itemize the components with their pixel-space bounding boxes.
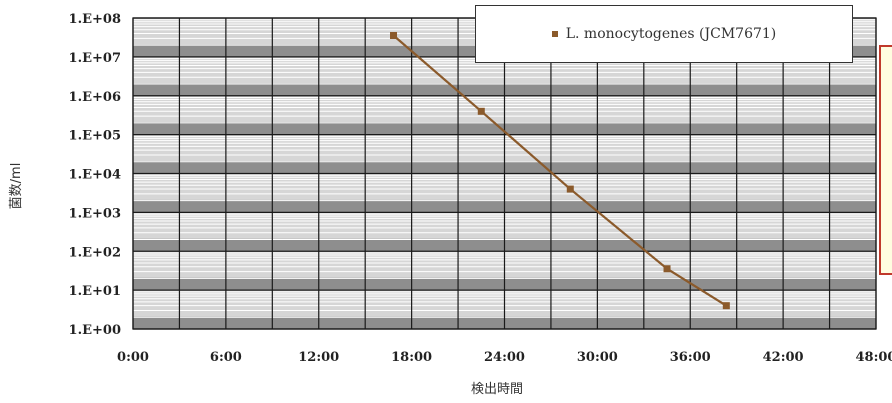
data-point — [477, 107, 485, 115]
legend-marker-icon — [551, 31, 558, 37]
y-tick-label: 1.E+04 — [69, 168, 121, 183]
plot-area — [132, 17, 877, 330]
x-tick-label: 0:00 — [117, 350, 149, 365]
legend-series-label: L. monocytogenes (JCM7671) — [565, 26, 777, 42]
y-tick-label: 1.E+07 — [69, 51, 121, 66]
series-layer — [390, 31, 730, 310]
x-axis-ticks: 0:00 6:00 12:00 18:00 24:00 30:00 36:00 42:00 48… — [117, 350, 892, 365]
y-tick-label: 1.E+02 — [69, 245, 121, 260]
data-point — [663, 265, 671, 273]
x-tick-label: 12:00 — [298, 350, 339, 365]
y-tick-label: 1.E+05 — [69, 129, 121, 144]
y-tick-label: 1.E+03 — [69, 206, 121, 221]
note-box — [879, 45, 892, 275]
x-tick-label: 18:00 — [391, 350, 432, 365]
x-tick-label: 30:00 — [577, 350, 618, 365]
y-axis-ticks: 1.E+00 1.E+01 1.E+02 1.E+03 1.E+04 1.E+05 1.E+… — [69, 12, 121, 338]
x-tick-label: 48:00 — [856, 350, 892, 365]
y-tick-label: 1.E+06 — [69, 90, 121, 105]
y-tick-label: 1.E+08 — [69, 12, 121, 27]
legend: L. monocytogenes (JCM7671) — [475, 5, 853, 63]
x-tick-label: 6:00 — [210, 350, 242, 365]
y-axis-label: 菌数/ml — [9, 163, 24, 210]
x-tick-label: 24:00 — [484, 350, 525, 365]
x-axis-label: 検出時間 — [471, 382, 523, 397]
data-point — [722, 302, 730, 310]
x-tick-label: 42:00 — [763, 350, 804, 365]
y-tick-label: 1.E+00 — [69, 323, 121, 338]
data-point — [390, 31, 398, 39]
x-tick-label: 36:00 — [670, 350, 711, 365]
data-point — [566, 185, 574, 193]
y-tick-label: 1.E+01 — [69, 284, 121, 299]
